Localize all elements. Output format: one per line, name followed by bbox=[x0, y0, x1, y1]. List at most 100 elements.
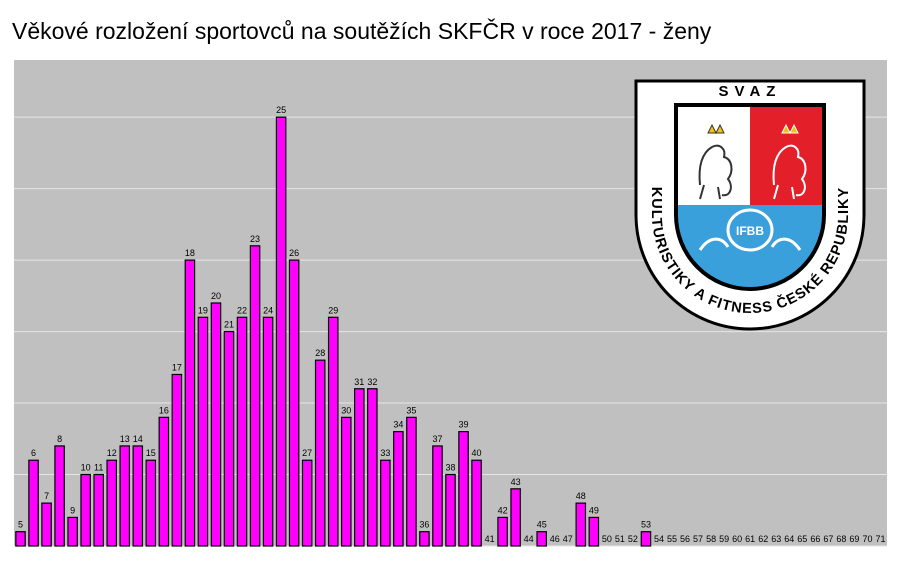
bar bbox=[393, 431, 404, 547]
bar-label: 10 bbox=[81, 463, 91, 473]
skfcr-logo: IFBB SVAZ KULTURISTIKY A FITNESS ČESKÉ R… bbox=[634, 79, 866, 331]
bar bbox=[41, 502, 52, 547]
bar bbox=[354, 388, 365, 547]
bar-label: 37 bbox=[432, 434, 442, 444]
bar-label: 64 bbox=[784, 534, 794, 544]
bar bbox=[288, 259, 300, 547]
bar bbox=[184, 259, 196, 547]
bar bbox=[15, 531, 26, 547]
bar bbox=[236, 316, 248, 547]
lion-icon-red bbox=[772, 123, 807, 200]
bar-label: 61 bbox=[745, 534, 755, 544]
bar-label: 13 bbox=[120, 434, 130, 444]
bar-label: 56 bbox=[680, 534, 690, 544]
bar bbox=[262, 316, 274, 547]
bar bbox=[445, 473, 456, 547]
bar-label: 42 bbox=[498, 505, 508, 515]
bar-label: 21 bbox=[224, 320, 234, 330]
bar-label: 55 bbox=[667, 534, 677, 544]
bar-label: 71 bbox=[875, 534, 885, 544]
bar-label: 12 bbox=[107, 448, 117, 458]
bar bbox=[640, 531, 652, 547]
bar-label: 9 bbox=[70, 505, 75, 515]
bar-label: 22 bbox=[237, 305, 247, 315]
bar-label: 15 bbox=[146, 448, 156, 458]
bar-label: 53 bbox=[641, 520, 651, 530]
bar-label: 16 bbox=[159, 405, 169, 415]
bar-label: 44 bbox=[524, 534, 534, 544]
bar bbox=[145, 459, 157, 547]
bar-label: 41 bbox=[485, 534, 495, 544]
bar bbox=[314, 359, 326, 547]
bar bbox=[158, 416, 170, 547]
bar-label: 23 bbox=[250, 234, 260, 244]
ifbb-emblem: IFBB bbox=[698, 208, 802, 252]
bar-label: 25 bbox=[276, 105, 286, 115]
bar-label: 5 bbox=[18, 520, 23, 530]
bar bbox=[106, 459, 118, 547]
bar bbox=[367, 388, 378, 547]
bar-label: 29 bbox=[328, 305, 338, 315]
bar-label: 60 bbox=[732, 534, 742, 544]
bar-label: 31 bbox=[354, 377, 364, 387]
bar-label: 18 bbox=[185, 248, 195, 258]
bar bbox=[249, 245, 261, 547]
bar-label: 45 bbox=[537, 520, 547, 530]
bar bbox=[210, 302, 222, 547]
bar bbox=[510, 488, 521, 547]
bar bbox=[458, 431, 469, 547]
logo-top-text: SVAZ bbox=[719, 83, 782, 100]
bar-label: 11 bbox=[94, 463, 103, 473]
bar bbox=[93, 473, 104, 547]
bar-label: 32 bbox=[367, 377, 377, 387]
bar bbox=[54, 445, 65, 547]
bar-label: 59 bbox=[719, 534, 729, 544]
bar-label: 50 bbox=[602, 534, 612, 544]
bar bbox=[432, 445, 443, 547]
bar-label: 68 bbox=[836, 534, 846, 544]
bar-label: 65 bbox=[797, 534, 807, 544]
bar-label: 43 bbox=[511, 477, 521, 487]
bar bbox=[536, 531, 547, 547]
bar bbox=[223, 330, 235, 547]
bar bbox=[171, 373, 183, 547]
bar-label: 62 bbox=[758, 534, 768, 544]
bar-label: 38 bbox=[445, 463, 455, 473]
bar-label: 67 bbox=[823, 534, 833, 544]
bar-label: 49 bbox=[589, 505, 599, 515]
bar-label: 70 bbox=[862, 534, 872, 544]
bar-label: 46 bbox=[550, 534, 560, 544]
bar bbox=[340, 416, 352, 547]
bar bbox=[132, 445, 144, 547]
bar-label: 14 bbox=[133, 434, 143, 444]
bar bbox=[301, 459, 313, 547]
lion-icon-white bbox=[698, 123, 733, 200]
bar-label: 51 bbox=[615, 534, 625, 544]
bar-label: 47 bbox=[563, 534, 573, 544]
bar-label: 35 bbox=[406, 405, 416, 415]
bar-label: 57 bbox=[693, 534, 703, 544]
bar-label: 19 bbox=[198, 305, 208, 315]
bar-label: 63 bbox=[771, 534, 781, 544]
bar-label: 33 bbox=[380, 448, 390, 458]
bar-label: 69 bbox=[849, 534, 859, 544]
bar bbox=[197, 316, 209, 547]
bar-label: 34 bbox=[393, 420, 403, 430]
bar bbox=[275, 116, 287, 547]
bar bbox=[327, 316, 339, 547]
bars bbox=[15, 116, 652, 547]
bar bbox=[575, 502, 587, 547]
bar bbox=[380, 459, 391, 547]
bar bbox=[119, 445, 131, 547]
logo-red-field bbox=[750, 105, 824, 205]
chart-title: Věkové rozložení sportovců na soutěžích … bbox=[12, 18, 712, 44]
bar-label: 54 bbox=[654, 534, 664, 544]
bar-label: 24 bbox=[263, 305, 273, 315]
bar-label: 48 bbox=[576, 491, 586, 501]
bar bbox=[588, 516, 600, 547]
bar bbox=[497, 516, 508, 547]
bar-label: 36 bbox=[419, 520, 429, 530]
bar bbox=[80, 473, 91, 547]
bar bbox=[471, 459, 482, 547]
